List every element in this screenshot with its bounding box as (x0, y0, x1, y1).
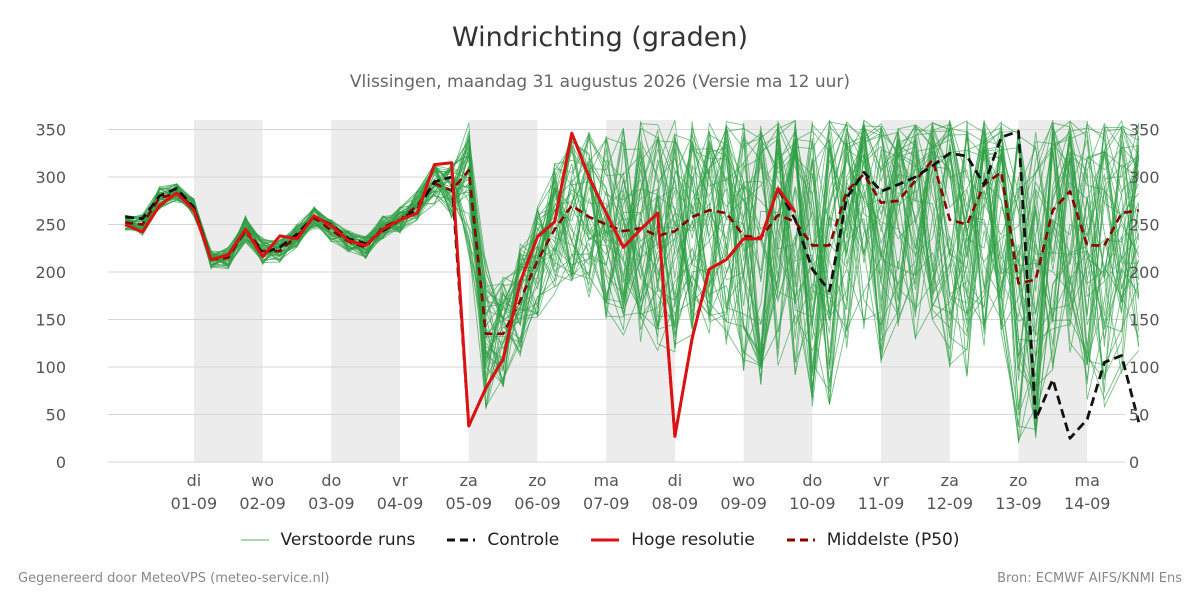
legend-item-controle: Controle (447, 530, 559, 550)
footer-source: Bron: ECMWF AIFS/KNMI Ens (997, 571, 1182, 586)
x-tick-date: 03-09 (308, 494, 355, 513)
shaded-band (193, 120, 263, 462)
x-axis: di 01-09 wo 02-09 do 03-09 vr 04-09 za 05-09 zo 06-… (171, 471, 1111, 513)
legend-label: Controle (487, 530, 560, 550)
main-series (124, 130, 1141, 440)
legend-swatch-thin-green (240, 539, 269, 541)
y-tick-label: 0 (56, 453, 66, 472)
y-tick-label-right: 50 (1129, 406, 1149, 425)
legend-item-hoge-resolutie: Hoge resolutie (591, 530, 755, 550)
y-tick-label-right: 0 (1129, 453, 1139, 472)
legend-item-middelste: Middelste (P50) (786, 530, 960, 550)
y-tick-label-right: 150 (1129, 311, 1160, 330)
y-tick-label-right: 250 (1129, 216, 1160, 235)
x-tick-day: za (941, 471, 959, 490)
x-tick-date: 01-09 (171, 494, 218, 513)
x-tick-date: 13-09 (995, 494, 1042, 513)
y-tick-label-right: 200 (1129, 263, 1160, 282)
y-axis-right: 0 50 100 150 200 250 300 350 (1129, 121, 1160, 473)
x-tick-day: vr (873, 471, 889, 490)
legend-swatch-dashed-black (447, 538, 476, 542)
x-tick-date: 12-09 (927, 494, 974, 513)
x-tick-day: zo (528, 471, 546, 490)
ensemble-member-line (124, 130, 1140, 383)
legend-label: Middelste (P50) (826, 530, 960, 550)
x-tick-date: 09-09 (720, 494, 767, 513)
x-tick-day: di (187, 471, 202, 490)
legend-swatch-dashed-darkred (786, 538, 815, 542)
x-tick-date: 02-09 (239, 494, 286, 513)
series-line-0 (124, 131, 797, 438)
ensemble-member-line (125, 123, 1139, 381)
ensemble-member-line (124, 132, 1140, 366)
x-tick-date: 05-09 (446, 494, 493, 513)
shaded-band (331, 120, 401, 462)
legend-label: Hoge resolutie (631, 530, 755, 550)
series-line-2 (125, 158, 1139, 336)
x-tick-day: di (668, 471, 683, 490)
x-tick-date: 08-09 (652, 494, 699, 513)
x-tick-day: vr (392, 471, 408, 490)
y-tick-label: 150 (35, 311, 66, 330)
y-tick-label-right: 100 (1129, 358, 1160, 377)
x-tick-day: ma (1075, 471, 1100, 490)
x-tick-date: 11-09 (858, 494, 905, 513)
legend-label: Verstoorde runs (280, 530, 416, 550)
x-tick-day: zo (1009, 471, 1027, 490)
x-tick-day: do (802, 471, 822, 490)
x-tick-date: 04-09 (377, 494, 424, 513)
x-tick-date: 06-09 (514, 494, 561, 513)
x-tick-day: ma (593, 471, 618, 490)
x-tick-date: 07-09 (583, 494, 630, 513)
y-tick-label: 100 (35, 358, 66, 377)
y-axis-left: 0 50 100 150 200 250 300 350 (35, 121, 66, 473)
x-tick-date: 10-09 (789, 494, 836, 513)
legend: Verstoorde runs Controle Hoge resolutie … (0, 530, 1200, 550)
x-tick-day: wo (732, 471, 755, 490)
ensemble-member-line (125, 122, 1140, 425)
y-tick-label: 200 (35, 263, 66, 282)
x-tick-date: 14-09 (1064, 494, 1111, 513)
y-tick-label: 50 (46, 406, 66, 425)
ensemble-member-line (124, 120, 1140, 435)
y-tick-label-right: 300 (1129, 168, 1160, 187)
chart-title: Windrichting (graden) (451, 22, 749, 53)
y-tick-label: 350 (35, 121, 66, 140)
y-tick-label: 250 (35, 216, 66, 235)
x-tick-day: wo (251, 471, 274, 490)
footer-generator: Gegenereerd door MeteoVPS (meteo-service… (18, 571, 330, 586)
x-tick-day: do (321, 471, 341, 490)
legend-item-verstoorde-runs: Verstoorde runs (240, 530, 416, 550)
x-tick-day: za (460, 471, 478, 490)
y-tick-label: 300 (35, 168, 66, 187)
chart-subtitle: Vlissingen, maandag 31 augustus 2026 (Ve… (349, 72, 851, 92)
legend-swatch-red (591, 538, 620, 542)
y-tick-label-right: 350 (1129, 121, 1160, 140)
series-line-1 (125, 130, 1141, 440)
